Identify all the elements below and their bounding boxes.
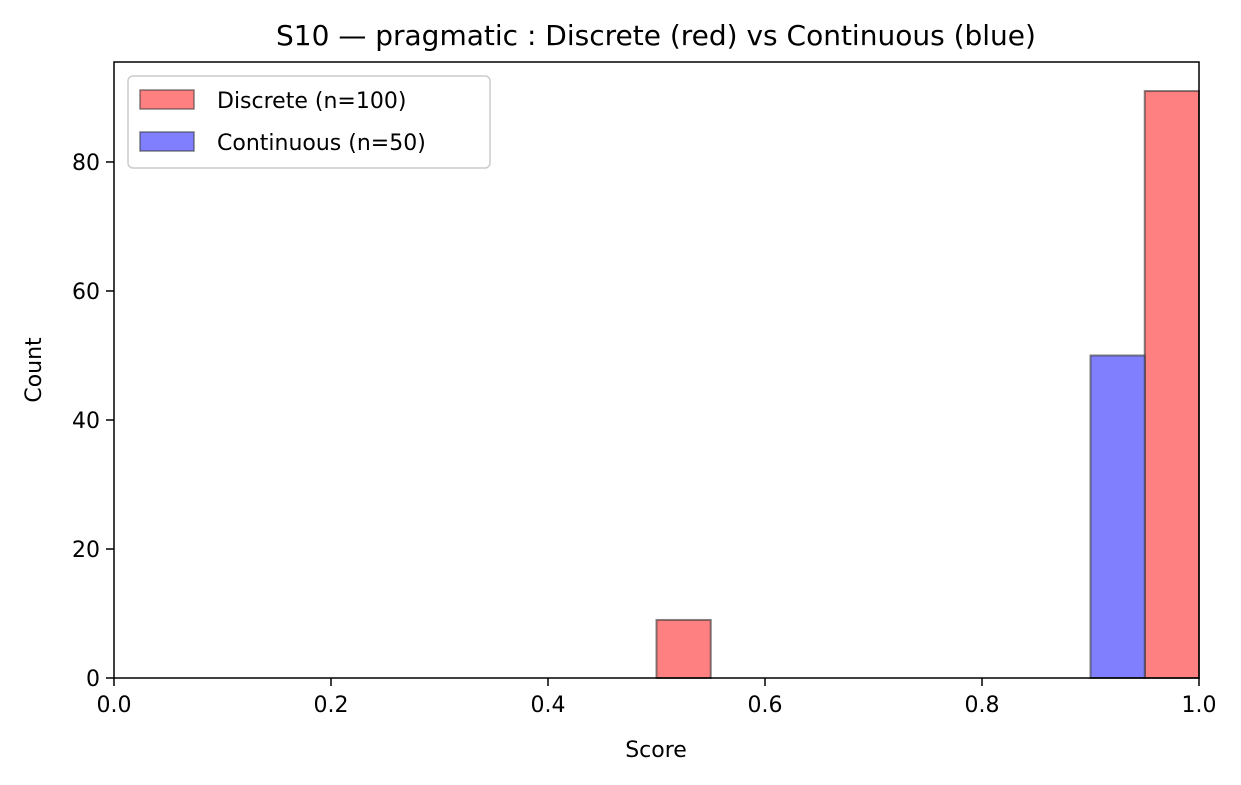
legend: Discrete (n=100) Continuous (n=50) bbox=[127, 75, 491, 169]
legend-label-continuous: Continuous (n=50) bbox=[217, 131, 426, 156]
y-axis-ticks: 0 20 40 60 80 bbox=[72, 151, 114, 692]
y-tick-label: 0 bbox=[86, 667, 100, 692]
bar-discrete-1 bbox=[1143, 90, 1200, 679]
x-tick-label: 1.0 bbox=[1182, 693, 1217, 718]
bar-discrete-0 bbox=[655, 618, 712, 679]
x-axis-label: Score bbox=[625, 738, 687, 763]
x-tick-label: 0.4 bbox=[531, 693, 566, 718]
bar-continuous-0 bbox=[1089, 354, 1146, 679]
x-tick-label: 0.8 bbox=[965, 693, 1000, 718]
y-axis-label: Count bbox=[22, 337, 47, 403]
y-tick-label: 20 bbox=[72, 538, 100, 563]
legend-box bbox=[127, 75, 491, 169]
legend-swatch-continuous bbox=[139, 131, 195, 152]
legend-swatch-discrete bbox=[139, 89, 195, 110]
x-tick-label: 0.0 bbox=[97, 693, 132, 718]
y-tick-label: 80 bbox=[72, 151, 100, 176]
legend-label-discrete: Discrete (n=100) bbox=[217, 89, 406, 114]
y-tick-label: 40 bbox=[72, 409, 100, 434]
chart-title: S10 — pragmatic : Discrete (red) vs Cont… bbox=[276, 19, 1036, 52]
x-tick-label: 0.6 bbox=[748, 693, 783, 718]
x-tick-label: 0.2 bbox=[314, 693, 349, 718]
x-axis-ticks: 0.0 0.2 0.4 0.6 0.8 1.0 bbox=[97, 678, 1217, 718]
bars-layer bbox=[655, 90, 1200, 679]
plot-frame bbox=[113, 61, 1200, 679]
y-tick-label: 60 bbox=[72, 280, 100, 305]
